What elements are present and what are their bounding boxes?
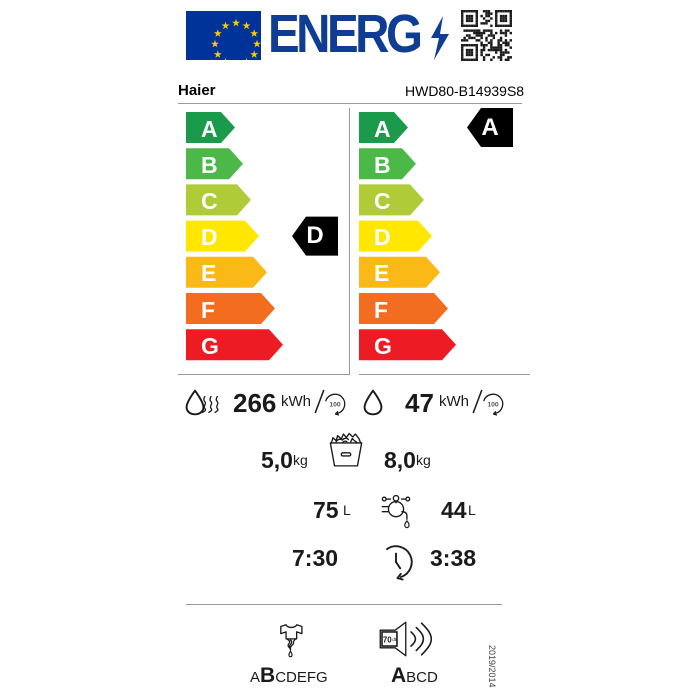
svg-text:70: 70 [383,636,392,645]
svg-text:100: 100 [329,401,341,408]
svg-text:100: 100 [487,401,499,408]
svg-text:dB: dB [392,637,398,643]
